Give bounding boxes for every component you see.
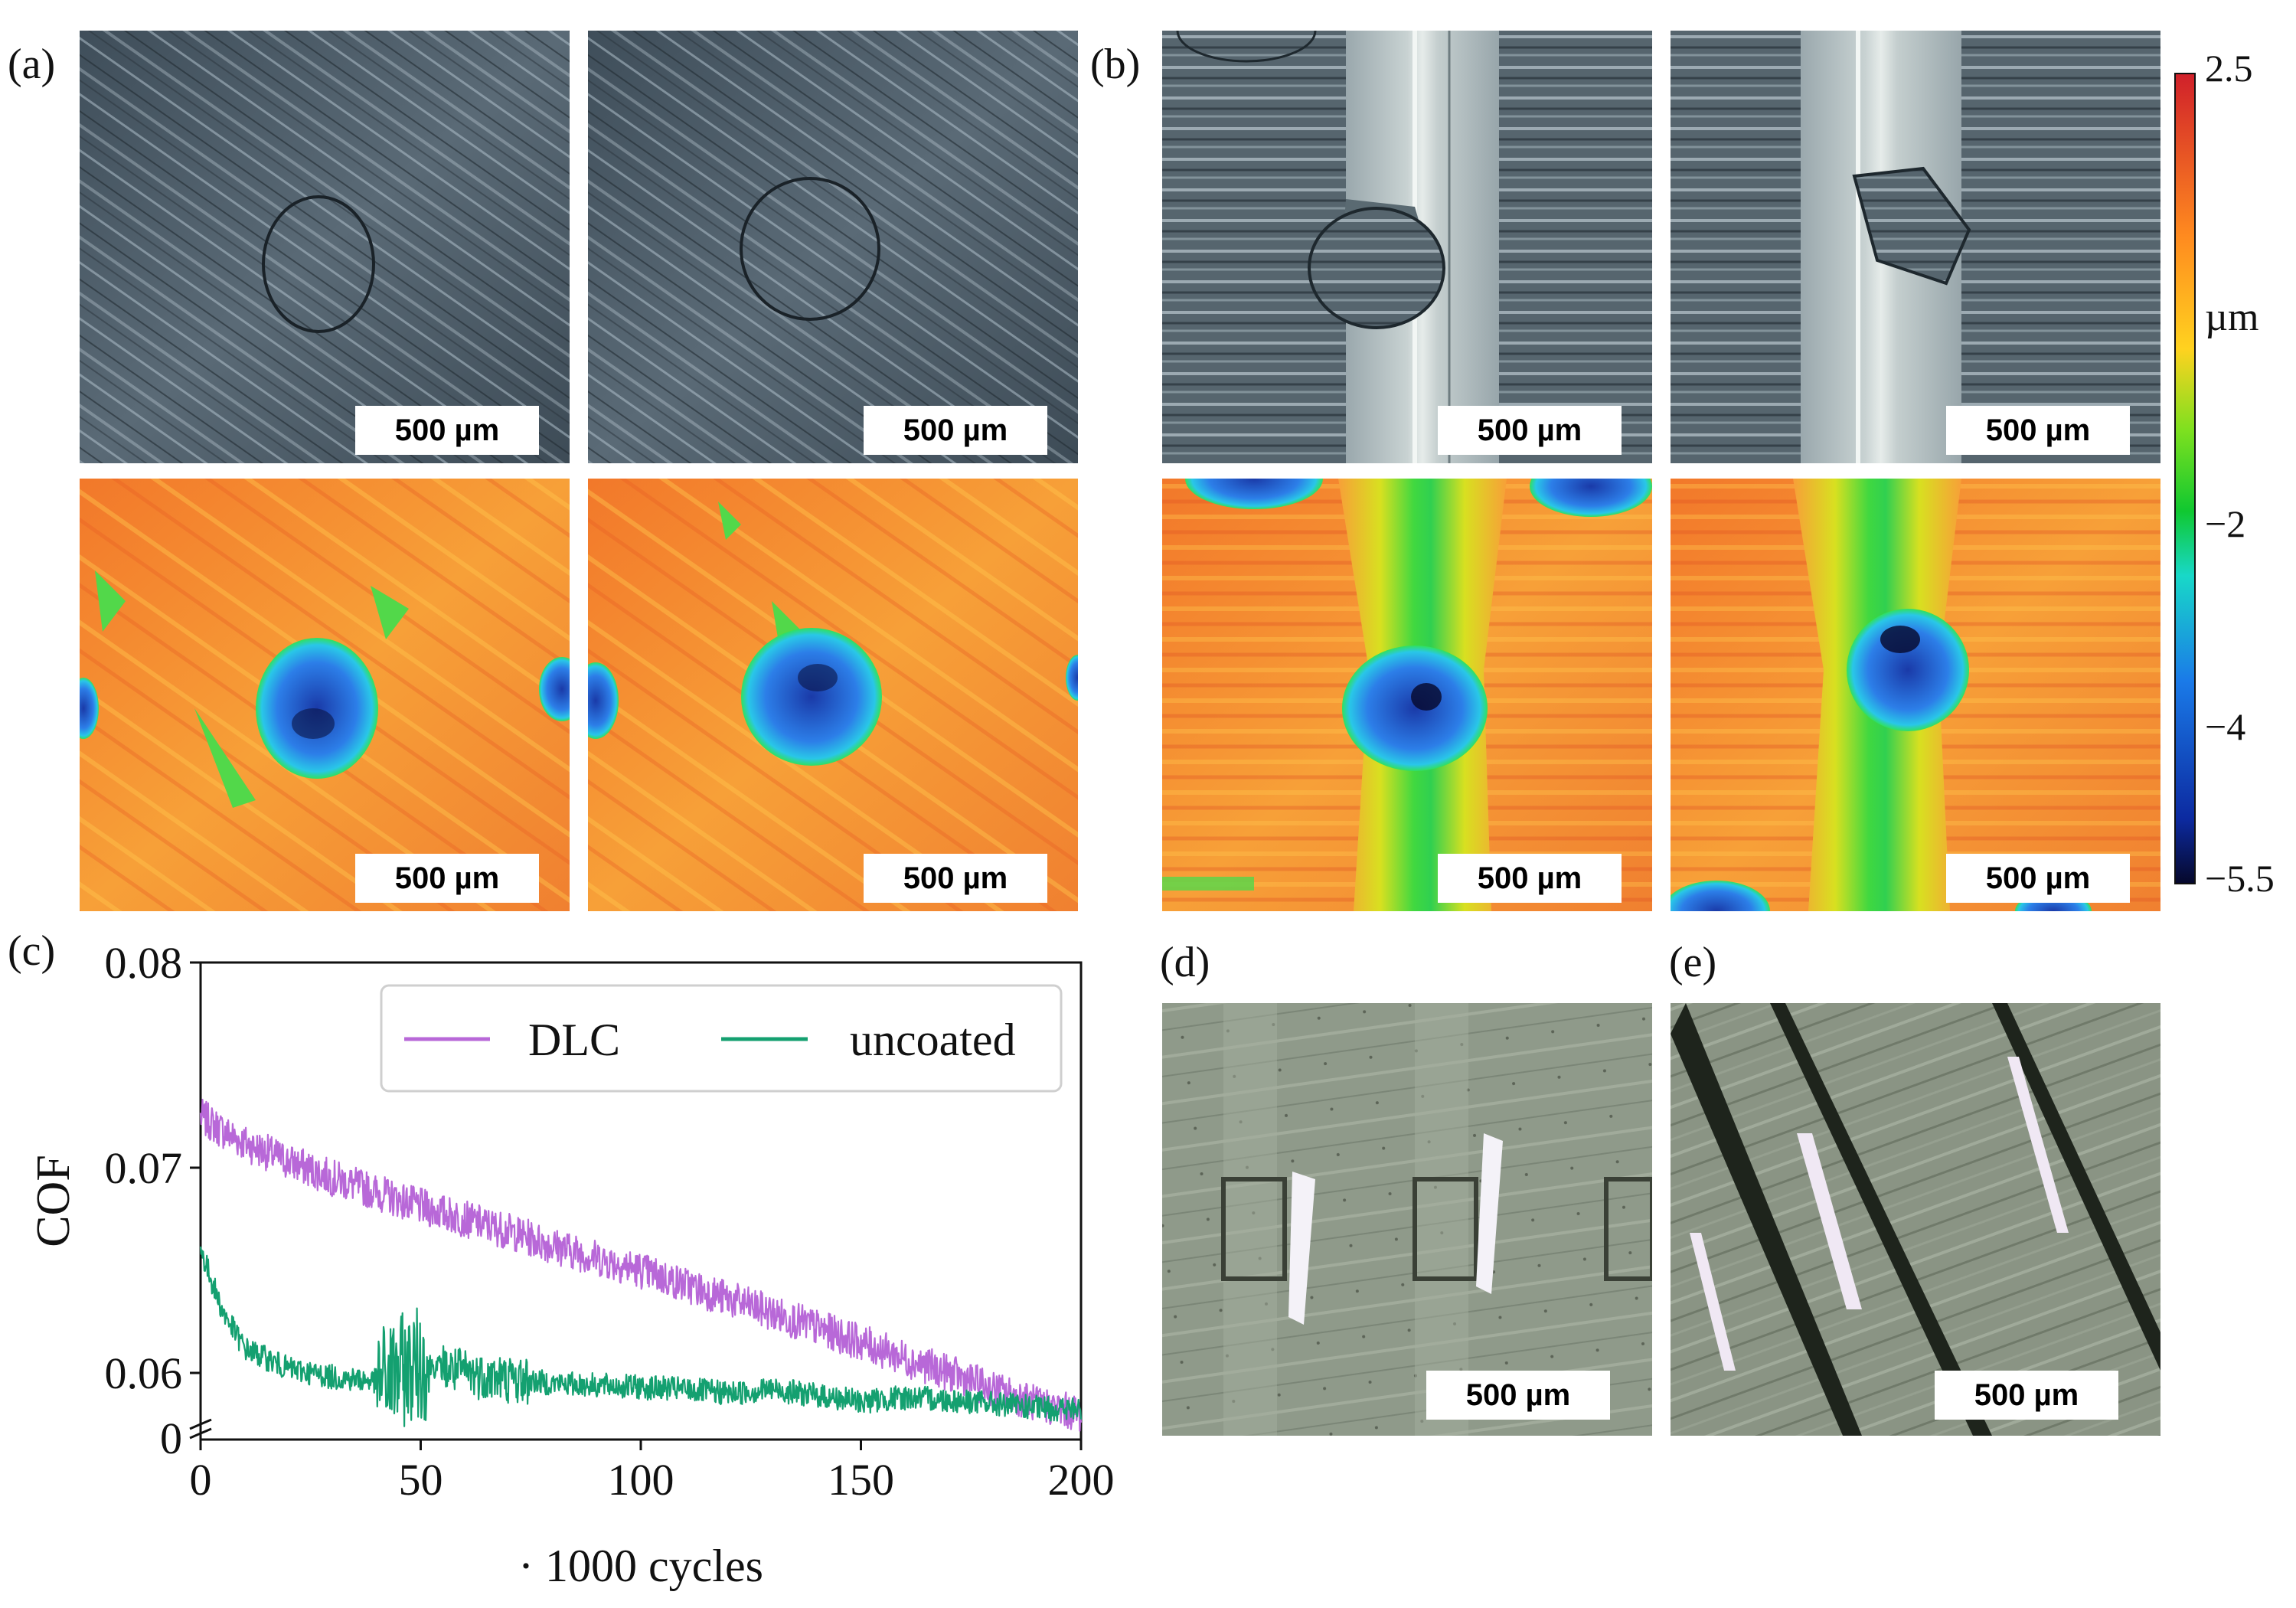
colorbar xyxy=(2174,73,2196,884)
heightmap-b-1: 500 µm xyxy=(1162,479,1652,911)
scale-bar: 500 µm xyxy=(1438,854,1622,903)
y-tick-label: 0.07 xyxy=(105,1143,183,1193)
legend-label-DLC: DLC xyxy=(528,1015,620,1065)
heightmap-a-2: 500 µm xyxy=(588,479,1078,911)
axis-break-mark xyxy=(189,1418,212,1430)
legend-label-uncoated: uncoated xyxy=(850,1015,1016,1065)
x-axis-label: · 1000 cycles xyxy=(518,1541,763,1591)
scale-bar: 500 µm xyxy=(1426,1371,1610,1420)
scale-bar: 500 µm xyxy=(355,406,539,455)
x-tick-label: 0 xyxy=(190,1455,212,1505)
colorbar-tick: −5.5 xyxy=(2205,857,2275,900)
x-tick-label: 150 xyxy=(828,1455,894,1505)
micrograph-b-optical-2: 500 µm xyxy=(1671,31,2160,463)
scale-bar: 500 µm xyxy=(1935,1371,2118,1420)
panel-label-c: (c) xyxy=(8,927,56,975)
y-axis-label: COF xyxy=(28,1155,80,1247)
x-tick-label: 100 xyxy=(608,1455,674,1505)
micrograph-d: 500 µm xyxy=(1162,1003,1652,1436)
y-tick-label: 0.08 xyxy=(105,938,183,988)
scale-bar: 500 µm xyxy=(1946,854,2130,903)
micrograph-e: 500 µm xyxy=(1671,1003,2160,1436)
colorbar-tick: −4 xyxy=(2205,705,2246,748)
heightmap-a-1: 500 µm xyxy=(80,479,570,911)
micrograph-a-optical-1: 500 µm xyxy=(80,31,570,463)
x-tick-label: 50 xyxy=(399,1455,443,1505)
colorbar-tick: 2.5 xyxy=(2205,47,2253,90)
y-tick-label-origin: 0 xyxy=(160,1414,182,1463)
colorbar-tick: −2 xyxy=(2205,502,2246,545)
y-tick-label: 0.06 xyxy=(105,1348,183,1398)
axis-break-mark xyxy=(189,1427,212,1440)
scale-bar: 500 µm xyxy=(864,854,1047,903)
scale-bar: 500 µm xyxy=(355,854,539,903)
micrograph-b-optical-1: 500 µm xyxy=(1162,31,1652,463)
scale-bar: 500 µm xyxy=(864,406,1047,455)
panel-label-d: (d) xyxy=(1160,939,1210,986)
colorbar-unit: µm xyxy=(2205,296,2259,339)
scale-bar: 500 µm xyxy=(1946,406,2130,455)
micrograph-a-optical-2: 500 µm xyxy=(588,31,1078,463)
scale-bar: 500 µm xyxy=(1438,406,1622,455)
x-tick-label: 200 xyxy=(1048,1455,1115,1505)
cof-chart: 0 50 100 150 200 0.06 0.07 0.08 0 · 1000 cycles CO… xyxy=(28,938,1115,1591)
series-line-uncoated xyxy=(199,1246,1083,1427)
panel-label-e: (e) xyxy=(1669,939,1717,986)
panel-label-a: (a) xyxy=(8,41,56,88)
heightmap-b-2: 500 µm xyxy=(1671,479,2160,911)
panel-label-b: (b) xyxy=(1090,41,1141,88)
series-line-DLC xyxy=(199,1099,1083,1432)
